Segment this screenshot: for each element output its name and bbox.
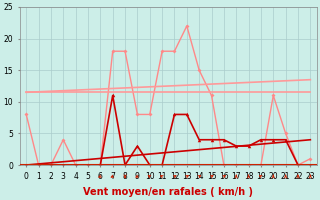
X-axis label: Vent moyen/en rafales ( km/h ): Vent moyen/en rafales ( km/h ) bbox=[83, 187, 253, 197]
